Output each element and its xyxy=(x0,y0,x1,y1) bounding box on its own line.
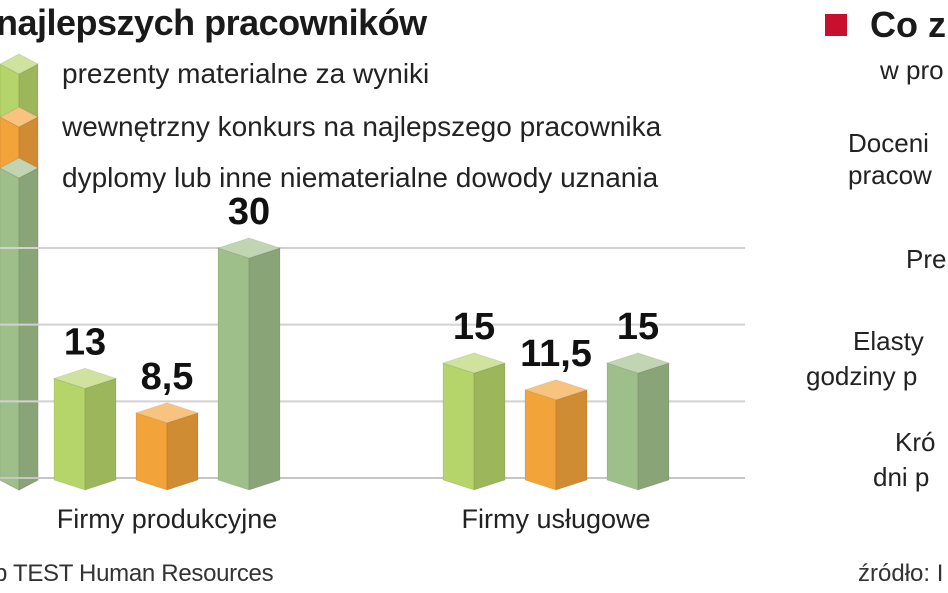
data-label: 15 xyxy=(617,306,659,348)
legend-label: wewnętrzny konkurs na najlepszego pracow… xyxy=(61,111,662,142)
right-panel-item: dni p xyxy=(873,462,930,492)
bar xyxy=(441,352,507,491)
category-label: Firmy usługowe xyxy=(461,504,650,534)
bar xyxy=(134,402,200,491)
source-note: p TEST Human Resources xyxy=(0,560,274,587)
right-panel-item: godziny p xyxy=(806,361,918,391)
data-label: 30 xyxy=(228,191,270,233)
bar xyxy=(216,237,282,491)
legend-label: prezenty materialne za wyniki xyxy=(62,58,429,89)
legend-label: dyplomy lub inne niematerialne dowody uz… xyxy=(62,162,659,193)
right-panel-item: Elasty xyxy=(853,326,924,356)
right-panel-item: Kró xyxy=(895,427,936,457)
bar xyxy=(605,352,671,491)
data-label: 8,5 xyxy=(141,356,194,398)
bar xyxy=(523,379,589,491)
right-panel-subtitle: w pro xyxy=(880,55,944,85)
right-panel-item: Pre xyxy=(906,244,947,274)
right-panel-item: Doceni xyxy=(848,128,929,158)
chart-title: najlepszych pracowników xyxy=(0,2,427,43)
data-label: 11,5 xyxy=(520,333,592,375)
right-panel-item: pracow xyxy=(848,160,932,190)
bar xyxy=(52,367,118,491)
right-panel-source: źródło: I xyxy=(858,560,944,587)
right-panel-marker xyxy=(825,14,847,36)
data-label: 15 xyxy=(453,306,495,348)
category-label: Firmy produkcyjne xyxy=(57,504,278,534)
right-panel-title: Co z xyxy=(870,4,946,45)
data-label: 13 xyxy=(64,321,106,363)
